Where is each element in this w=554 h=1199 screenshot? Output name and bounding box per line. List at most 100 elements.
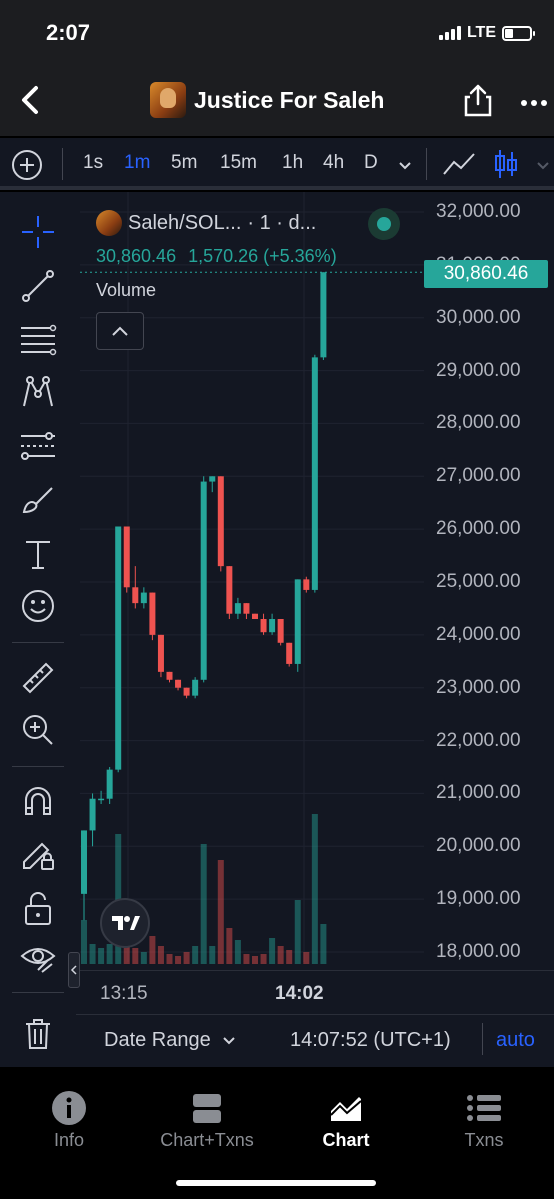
symbol-resolution: · 1 · d...	[247, 211, 317, 234]
chart-icon	[330, 1097, 362, 1121]
candle	[157, 634, 164, 672]
page-title: Justice For Saleh	[194, 86, 385, 113]
forecast-icon	[21, 432, 55, 460]
interval-dropdown-button[interactable]	[398, 158, 412, 176]
candle	[311, 357, 318, 590]
volume-bar	[243, 954, 250, 964]
toolbar-divider	[426, 148, 427, 180]
interval-5m[interactable]: 5m	[171, 152, 198, 173]
hide-tool[interactable]	[18, 938, 58, 978]
nav-chart[interactable]: Chart	[277, 1090, 415, 1151]
market-status-indicator[interactable]	[368, 208, 400, 240]
back-button[interactable]	[16, 82, 46, 118]
timezone-clock[interactable]: 14:07:52 (UTC+1)	[290, 1029, 451, 1051]
smiley-icon	[22, 590, 54, 622]
price-tick-label: 28,000.00	[436, 412, 521, 434]
crosshair-icon	[22, 216, 54, 248]
time-label: 13:15	[100, 983, 148, 1004]
battery-icon	[502, 25, 535, 41]
nav-info[interactable]: Info	[0, 1090, 138, 1151]
share-button[interactable]	[462, 82, 494, 123]
candle	[132, 587, 139, 604]
price-chart[interactable]	[0, 192, 554, 970]
horizontal-lines-icon	[21, 324, 57, 356]
volume-bar	[192, 946, 199, 964]
candle	[209, 476, 216, 482]
interval-1s[interactable]: 1s	[83, 152, 104, 173]
volume-bar	[294, 900, 301, 964]
volume-bar	[149, 936, 156, 964]
candle-chart-button[interactable]	[494, 148, 518, 185]
toolbar-collapse-button[interactable]	[68, 952, 80, 988]
auto-scale-toggle[interactable]: auto	[496, 1029, 535, 1051]
footer-divider	[482, 1023, 483, 1055]
add-indicator-button[interactable]	[12, 150, 42, 180]
prediction-tool[interactable]	[18, 426, 58, 466]
chart-type-dropdown-button[interactable]	[536, 158, 550, 176]
tools-divider	[12, 992, 64, 993]
volume-bar	[260, 954, 267, 964]
chevron-down-icon	[537, 162, 549, 170]
candlestick-icon	[495, 150, 517, 178]
candle	[243, 603, 250, 614]
brush-tool[interactable]	[18, 480, 58, 520]
chart-legend[interactable]: Saleh/SOL... · 1 · d...	[96, 210, 316, 236]
chevron-up-icon	[112, 326, 128, 336]
delete-tool[interactable]	[18, 1014, 58, 1054]
candle	[183, 687, 190, 696]
chart-txns-icon	[193, 1094, 221, 1123]
lock-all-tool[interactable]	[18, 888, 58, 928]
volume-bar	[286, 950, 293, 964]
zoom-tool[interactable]	[18, 710, 58, 750]
interval-15m[interactable]: 15m	[220, 152, 257, 173]
chevron-left-icon	[70, 965, 77, 975]
more-button[interactable]	[520, 88, 548, 114]
candle	[294, 579, 301, 664]
pencil-lock-icon	[23, 842, 54, 870]
pattern-icon	[23, 376, 53, 407]
nav-label: Txns	[464, 1130, 504, 1150]
toolbar-divider	[62, 148, 63, 180]
measure-tool[interactable]	[18, 658, 58, 698]
symbol-avatar	[96, 210, 122, 236]
status-time: 2:07	[46, 20, 91, 45]
interval-d[interactable]: D	[364, 152, 378, 173]
share-icon	[464, 84, 492, 117]
lock-drawing-tool[interactable]	[18, 834, 58, 874]
collapse-legend-button[interactable]	[96, 312, 144, 350]
chart-footer: Date Range 14:07:52 (UTC+1) auto	[76, 1014, 554, 1066]
volume-legend: Volume	[96, 280, 157, 300]
magnet-tool[interactable]	[18, 782, 58, 822]
tradingview-logo[interactable]	[100, 898, 150, 948]
eye-icon	[20, 948, 56, 973]
network-label: LTE	[466, 24, 496, 41]
time-axis[interactable]: 13:15 14:02	[80, 970, 554, 1016]
interval-1m[interactable]: 1m	[124, 152, 151, 173]
price-tick-label: 25,000.00	[436, 571, 521, 592]
pattern-tool[interactable]	[18, 372, 58, 412]
crosshair-tool[interactable]	[18, 212, 58, 252]
price-tick-label: 20,000.00	[436, 835, 521, 857]
price-tick-label: 27,000.00	[436, 465, 521, 487]
interval-4h[interactable]: 4h	[323, 152, 345, 173]
unlock-icon	[25, 892, 51, 925]
price-tick-label: 29,000.00	[436, 359, 521, 381]
tools-divider	[12, 642, 64, 643]
nav-txns[interactable]: Txns	[415, 1090, 553, 1151]
volume-bar	[140, 952, 147, 964]
emoji-tool[interactable]	[18, 586, 58, 626]
token-title: Justice For Saleh	[150, 82, 384, 118]
text-tool[interactable]	[18, 534, 58, 574]
trend-line-tool[interactable]	[18, 266, 58, 306]
line-chart-button[interactable]	[442, 150, 476, 183]
volume-bar	[252, 956, 258, 964]
more-dots-icon	[521, 100, 547, 106]
fib-tool[interactable]	[18, 320, 58, 360]
nav-chart-txns[interactable]: Chart+Txns	[138, 1090, 276, 1151]
interval-1h[interactable]: 1h	[282, 152, 304, 173]
price-tick-label: 18,000.00	[436, 941, 521, 962]
date-range-button[interactable]: Date Range	[104, 1029, 236, 1052]
candle	[320, 272, 327, 358]
volume-bar	[269, 938, 276, 964]
volume-bar	[106, 944, 113, 964]
